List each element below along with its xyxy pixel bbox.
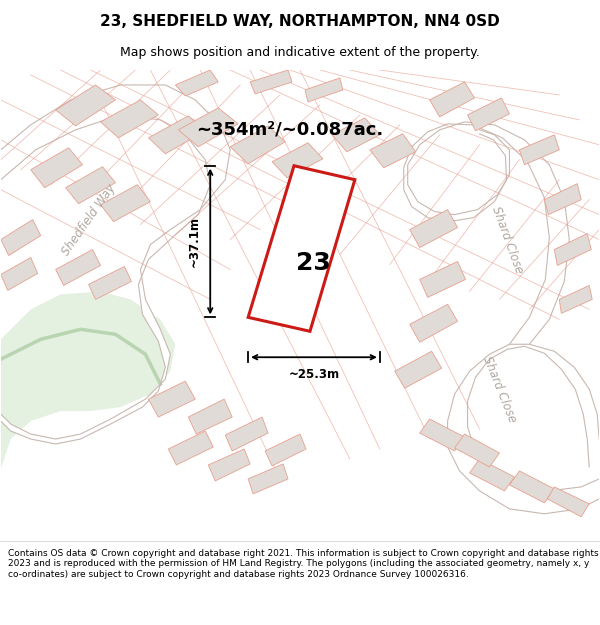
Polygon shape <box>305 78 343 102</box>
Polygon shape <box>410 304 458 343</box>
Text: Shard Close: Shard Close <box>489 204 526 275</box>
Polygon shape <box>520 135 559 165</box>
Polygon shape <box>1 291 175 539</box>
Polygon shape <box>148 116 205 154</box>
Polygon shape <box>101 100 158 138</box>
Polygon shape <box>455 434 499 467</box>
Polygon shape <box>419 419 464 451</box>
Polygon shape <box>65 167 115 204</box>
Polygon shape <box>169 431 213 465</box>
Polygon shape <box>370 134 416 168</box>
Polygon shape <box>470 459 514 491</box>
Polygon shape <box>395 351 442 388</box>
Polygon shape <box>56 85 115 126</box>
Text: ~37.1m: ~37.1m <box>188 216 201 267</box>
Polygon shape <box>230 126 285 164</box>
Polygon shape <box>56 249 101 286</box>
Polygon shape <box>467 98 509 131</box>
Polygon shape <box>1 219 41 256</box>
Polygon shape <box>1 85 230 444</box>
Text: Contains OS data © Crown copyright and database right 2021. This information is : Contains OS data © Crown copyright and d… <box>8 549 598 579</box>
Polygon shape <box>430 82 475 117</box>
Polygon shape <box>250 70 292 94</box>
Polygon shape <box>178 108 238 147</box>
Polygon shape <box>148 381 195 417</box>
Polygon shape <box>404 122 569 344</box>
Polygon shape <box>554 234 591 266</box>
Polygon shape <box>265 434 306 466</box>
Polygon shape <box>332 118 380 152</box>
Polygon shape <box>544 184 581 214</box>
Polygon shape <box>547 487 589 517</box>
Polygon shape <box>272 142 323 177</box>
Polygon shape <box>248 166 355 331</box>
Text: Shard Close: Shard Close <box>480 354 518 424</box>
Text: ~354m²/~0.087ac.: ~354m²/~0.087ac. <box>196 121 383 139</box>
Polygon shape <box>31 148 83 188</box>
Polygon shape <box>175 70 218 96</box>
Polygon shape <box>208 449 250 481</box>
Polygon shape <box>448 344 599 514</box>
Polygon shape <box>559 286 592 313</box>
Polygon shape <box>419 261 466 298</box>
Polygon shape <box>225 417 268 451</box>
Polygon shape <box>188 399 232 434</box>
Polygon shape <box>509 471 554 503</box>
Text: ~25.3m: ~25.3m <box>289 368 340 381</box>
Polygon shape <box>101 185 151 222</box>
Text: Map shows position and indicative extent of the property.: Map shows position and indicative extent… <box>120 46 480 59</box>
Text: 23, SHEDFIELD WAY, NORTHAMPTON, NN4 0SD: 23, SHEDFIELD WAY, NORTHAMPTON, NN4 0SD <box>100 14 500 29</box>
Polygon shape <box>410 209 458 248</box>
Text: Shedfield Way: Shedfield Way <box>59 181 118 258</box>
Polygon shape <box>1 258 38 291</box>
Polygon shape <box>89 266 131 299</box>
Text: 23: 23 <box>296 251 331 276</box>
Polygon shape <box>248 464 288 494</box>
